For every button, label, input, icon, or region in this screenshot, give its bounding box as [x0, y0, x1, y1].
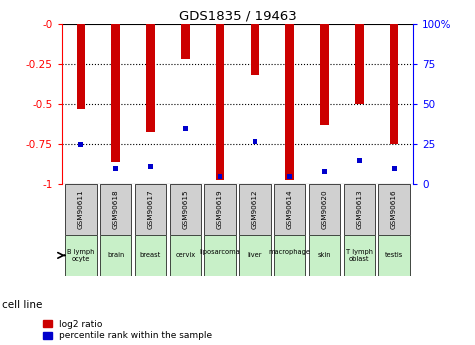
Text: GSM90612: GSM90612 — [252, 190, 258, 229]
Bar — [379, 235, 410, 276]
Bar — [239, 185, 271, 235]
Bar — [357, 158, 361, 163]
Bar — [135, 235, 166, 276]
Text: GSM90611: GSM90611 — [78, 190, 84, 229]
Bar — [379, 185, 410, 235]
Bar — [320, 24, 329, 125]
Text: skin: skin — [318, 253, 331, 258]
Bar — [170, 235, 201, 276]
Bar — [309, 185, 340, 235]
Bar — [274, 185, 305, 235]
Bar — [204, 185, 236, 235]
Bar — [65, 235, 96, 276]
Bar — [343, 235, 375, 276]
Bar — [392, 166, 397, 171]
Bar — [204, 235, 236, 276]
Bar — [100, 235, 132, 276]
Bar — [78, 142, 83, 147]
Text: GSM90620: GSM90620 — [322, 190, 327, 229]
Text: breast: breast — [140, 253, 161, 258]
Text: GSM90618: GSM90618 — [113, 190, 119, 229]
Bar — [274, 235, 305, 276]
Bar — [146, 24, 155, 131]
Title: GDS1835 / 19463: GDS1835 / 19463 — [179, 10, 296, 23]
Bar — [343, 185, 375, 235]
Text: liver: liver — [247, 253, 262, 258]
Text: T lymph
oblast: T lymph oblast — [346, 249, 373, 262]
Bar — [111, 24, 120, 162]
Bar — [181, 24, 190, 59]
Bar — [287, 174, 292, 179]
Bar — [100, 185, 132, 235]
Bar — [76, 24, 85, 109]
Bar — [390, 24, 399, 144]
Bar — [65, 185, 96, 235]
Text: GSM90616: GSM90616 — [391, 190, 397, 229]
Bar — [183, 126, 188, 131]
Text: cervix: cervix — [175, 253, 195, 258]
Bar — [218, 174, 222, 179]
Bar — [170, 185, 201, 235]
Text: B lymph
ocyte: B lymph ocyte — [67, 249, 95, 262]
Bar — [148, 164, 153, 169]
Text: GSM90613: GSM90613 — [356, 190, 362, 229]
Text: GSM90615: GSM90615 — [182, 190, 188, 229]
Text: brain: brain — [107, 253, 124, 258]
Bar — [216, 24, 225, 180]
Bar — [322, 169, 327, 174]
Text: GSM90614: GSM90614 — [287, 190, 293, 229]
Text: GSM90617: GSM90617 — [148, 190, 153, 229]
Bar — [250, 24, 259, 76]
Legend: log2 ratio, percentile rank within the sample: log2 ratio, percentile rank within the s… — [43, 320, 212, 341]
Bar — [285, 24, 294, 180]
Text: macrophage: macrophage — [269, 249, 311, 262]
Text: testis: testis — [385, 253, 403, 258]
Bar — [253, 139, 257, 144]
Bar — [135, 185, 166, 235]
Text: cell line: cell line — [2, 300, 43, 310]
Text: GSM90619: GSM90619 — [217, 190, 223, 229]
Bar — [355, 24, 364, 104]
Bar — [114, 166, 118, 171]
Bar — [309, 235, 340, 276]
Text: liposarcoma: liposarcoma — [200, 249, 240, 262]
Bar — [239, 235, 271, 276]
